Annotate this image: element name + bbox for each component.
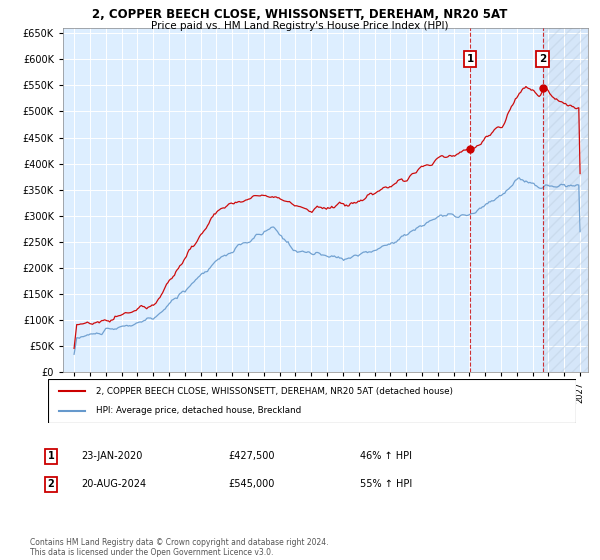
Text: 55% ↑ HPI: 55% ↑ HPI (360, 479, 412, 489)
Text: 46% ↑ HPI: 46% ↑ HPI (360, 451, 412, 461)
FancyBboxPatch shape (48, 379, 576, 423)
Bar (542, 28, 588, 372)
Text: 2, COPPER BEECH CLOSE, WHISSONSETT, DEREHAM, NR20 5AT (detached house): 2, COPPER BEECH CLOSE, WHISSONSETT, DERE… (95, 387, 452, 396)
Text: 1: 1 (467, 54, 474, 64)
Text: 2, COPPER BEECH CLOSE, WHISSONSETT, DEREHAM, NR20 5AT: 2, COPPER BEECH CLOSE, WHISSONSETT, DERE… (92, 8, 508, 21)
Text: 1: 1 (47, 451, 55, 461)
Text: £545,000: £545,000 (228, 479, 274, 489)
Text: £427,500: £427,500 (228, 451, 275, 461)
Text: Price paid vs. HM Land Registry's House Price Index (HPI): Price paid vs. HM Land Registry's House … (151, 21, 449, 31)
Bar (542, 28, 588, 372)
Text: 20-AUG-2024: 20-AUG-2024 (81, 479, 146, 489)
Text: 2: 2 (539, 54, 546, 64)
Text: HPI: Average price, detached house, Breckland: HPI: Average price, detached house, Brec… (95, 406, 301, 415)
Text: Contains HM Land Registry data © Crown copyright and database right 2024.
This d: Contains HM Land Registry data © Crown c… (30, 538, 329, 557)
Text: 2: 2 (47, 479, 55, 489)
Text: 23-JAN-2020: 23-JAN-2020 (81, 451, 142, 461)
